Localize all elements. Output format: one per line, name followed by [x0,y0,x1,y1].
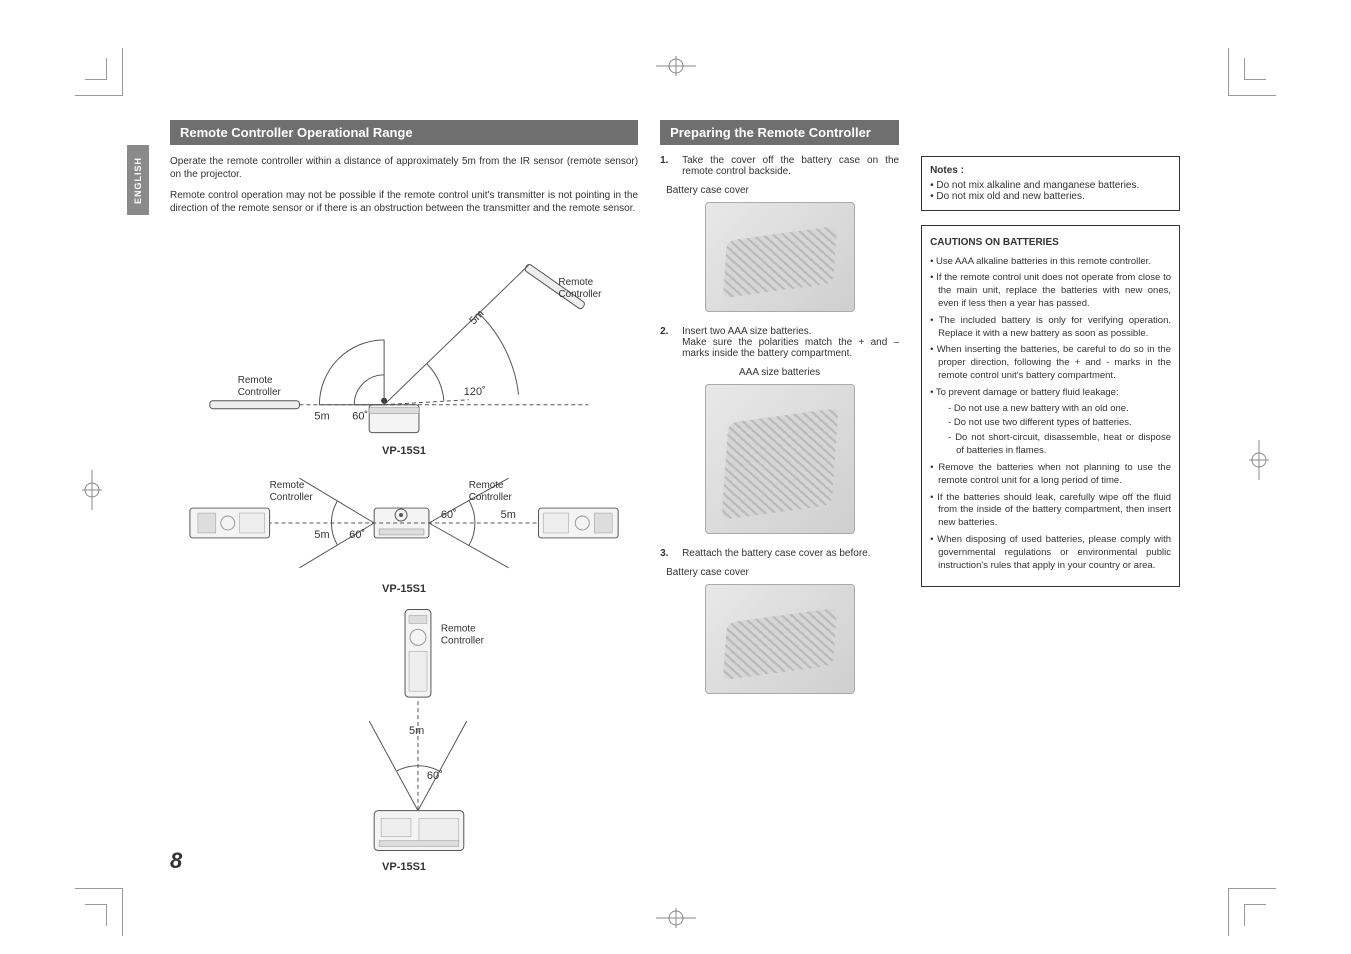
section-header-preparing: Preparing the Remote Controller [660,120,899,145]
step2-text: Insert two AAA size batteries. Make sure… [682,326,899,359]
svg-text:60˚: 60˚ [352,411,368,423]
step2-num: 2. [660,326,674,359]
notes-title: Notes : [930,165,1171,176]
step-3: 3. Reattach the battery case cover as be… [660,548,899,559]
crop-mark [85,58,107,80]
figure-vertical-view: Remote Controller 5m 60˚ [170,601,638,861]
intro-para-2: Remote control operation may not be poss… [170,189,638,215]
svg-text:Remote: Remote [441,623,476,634]
registration-mark-icon [656,56,696,76]
step1-label: Battery case cover [666,185,899,196]
svg-text:5m: 5m [314,411,329,423]
figure3-caption: VP-15S1 [170,861,638,873]
step3-label: Battery case cover [666,567,899,578]
step1-text: Take the cover off the battery case on t… [682,155,899,177]
svg-text:5m: 5m [467,308,486,327]
caution-item-text: To prevent damage or battery fluid leaka… [936,387,1119,398]
middle-column: Preparing the Remote Controller 1. Take … [660,120,899,873]
step-2: 2. Insert two AAA size batteries. Make s… [660,326,899,359]
svg-text:Remote: Remote [238,375,273,386]
caution-item: Remove the batteries when not planning t… [930,462,1171,488]
svg-text:Controller: Controller [558,289,602,300]
step2-image [705,384,855,534]
svg-text:60˚: 60˚ [427,770,443,782]
notes-box: Notes : Do not mix alkaline and manganes… [921,156,1180,211]
caution-item: To prevent damage or battery fluid leaka… [930,387,1171,458]
registration-mark-icon [656,908,696,928]
step1-num: 1. [660,155,674,177]
step3-text: Reattach the battery case cover as befor… [682,548,870,559]
svg-text:60˚: 60˚ [441,509,457,521]
svg-text:120˚: 120˚ [464,386,486,398]
section-header-range: Remote Controller Operational Range [170,120,638,145]
intro-para-1: Operate the remote controller within a d… [170,155,638,181]
svg-text:60˚: 60˚ [349,529,365,541]
svg-text:Controller: Controller [270,492,314,503]
figure-top-view: Remote Controller 5m 60˚ 120˚ 5m Remote … [170,225,638,445]
registration-mark-icon [1249,440,1269,480]
svg-text:Remote: Remote [558,277,593,288]
caution-subitem: Do not short-circuit, disassemble, heat … [948,432,1171,458]
svg-text:Controller: Controller [441,635,485,646]
svg-text:Remote: Remote [270,480,305,491]
svg-text:5m: 5m [314,529,329,541]
figure2-caption: VP-15S1 [170,583,638,595]
caution-item: When inserting the batteries, be careful… [930,344,1171,382]
registration-mark-icon [82,470,102,510]
left-column: Remote Controller Operational Range Oper… [170,120,638,873]
caution-item: Use AAA alkaline batteries in this remot… [930,256,1171,269]
step2-label: AAA size batteries [660,367,899,378]
step3-num: 3. [660,548,674,559]
language-tab: ENGLISH [127,145,149,215]
crop-mark [1244,904,1266,926]
note-item: Do not mix old and new batteries. [930,191,1171,202]
note-item: Do not mix alkaline and manganese batter… [930,180,1171,191]
step3-image [705,584,855,694]
svg-text:Remote: Remote [469,480,504,491]
figure1-caption: VP-15S1 [170,445,638,457]
cautions-box: CAUTIONS ON BATTERIES Use AAA alkaline b… [921,225,1180,587]
page-number: 8 [170,848,182,874]
caution-item: If the batteries should leak, carefully … [930,492,1171,530]
page-content: Remote Controller Operational Range Oper… [170,120,1180,873]
figure-side-view: Remote Controller 5m 60˚ Remote Controll… [170,463,638,583]
caution-item: The included battery is only for verifyi… [930,315,1171,341]
caution-subitem: Do not use a new battery with an old one… [948,403,1171,416]
cautions-title: CAUTIONS ON BATTERIES [930,236,1171,250]
svg-text:Controller: Controller [469,492,513,503]
caution-subitem: Do not use two different types of batter… [948,417,1171,430]
step-1: 1. Take the cover off the battery case o… [660,155,899,177]
crop-mark [85,904,107,926]
right-column: Notes : Do not mix alkaline and manganes… [921,120,1180,873]
caution-item: When disposing of used batteries, please… [930,534,1171,572]
step1-image [705,202,855,312]
svg-text:Controller: Controller [238,387,282,398]
svg-text:5m: 5m [409,725,424,737]
crop-mark [1244,58,1266,80]
caution-item: If the remote control unit does not oper… [930,272,1171,310]
svg-text:5m: 5m [501,509,516,521]
